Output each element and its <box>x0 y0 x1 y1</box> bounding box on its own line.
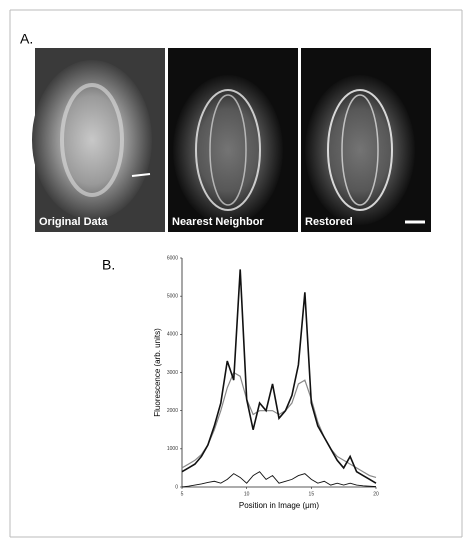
panel-label: B. <box>102 257 115 273</box>
y-tick-label: 4000 <box>167 332 178 338</box>
y-tick-label: 5000 <box>167 293 178 299</box>
y-axis-label: Fluorescence (arb. units) <box>153 328 162 417</box>
image-caption: Restored <box>305 216 353 228</box>
panel-label: A. <box>20 31 33 47</box>
x-tick-label: 20 <box>373 491 379 497</box>
chart: 0 1000 2000 3000 4000 5000 6000 5 10 15 20 Position… <box>153 255 379 510</box>
image-caption: Nearest Neighbor <box>172 216 264 228</box>
series-line <box>181 269 377 484</box>
x-tick-label: 5 <box>181 491 184 497</box>
y-tick-label: 0 <box>175 484 178 490</box>
y-tick-label: 1000 <box>167 446 178 452</box>
image-restored <box>301 48 431 232</box>
y-tick-label: 6000 <box>167 255 178 261</box>
image-original <box>32 48 165 232</box>
x-axis-label: Position in Image (μm) <box>239 501 320 510</box>
image-nearest-neighbor <box>168 48 298 232</box>
series-line <box>181 471 377 488</box>
x-tick-label: 15 <box>309 491 315 497</box>
x-tick-label: 10 <box>244 491 250 497</box>
y-tick-label: 3000 <box>167 370 178 376</box>
y-tick-label: 2000 <box>167 408 178 414</box>
image-caption: Original Data <box>39 216 108 228</box>
